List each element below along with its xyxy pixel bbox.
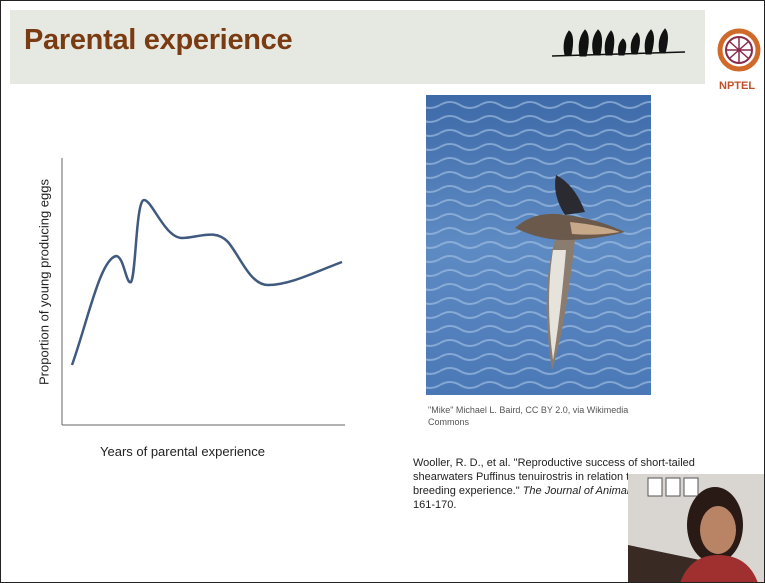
schematic-chart — [61, 158, 345, 426]
reference-line: 161-170. — [413, 499, 457, 511]
slide-title: Parental experience — [24, 24, 293, 56]
reference-line: Wooller, R. D., et al. "Reproductive suc… — [413, 457, 695, 469]
bird-photo — [426, 95, 651, 395]
y-axis-label: Proportion of young producing eggs — [36, 179, 52, 385]
birds-icon — [551, 28, 686, 57]
journal-name: The Journal of Animal E — [522, 485, 640, 497]
x-axis-label: Years of parental experience — [100, 444, 266, 459]
logo-text: NPTEL — [719, 80, 756, 92]
reference-line: breeding experience." The Journal of Ani… — [413, 484, 695, 498]
photo-caption: "Mike" Michael L. Baird, CC BY 2.0, via … — [428, 405, 629, 427]
header-band: Parental experience — [10, 10, 705, 84]
reference-line: shearwaters Puffinus tenuirostris in rel… — [413, 471, 636, 483]
trend-curve — [70, 198, 343, 366]
reference-text: breeding experience." — [413, 485, 523, 497]
nptel-logo — [717, 28, 761, 72]
reference: Wooller, R. D., et al. "Reproductive suc… — [413, 456, 695, 512]
